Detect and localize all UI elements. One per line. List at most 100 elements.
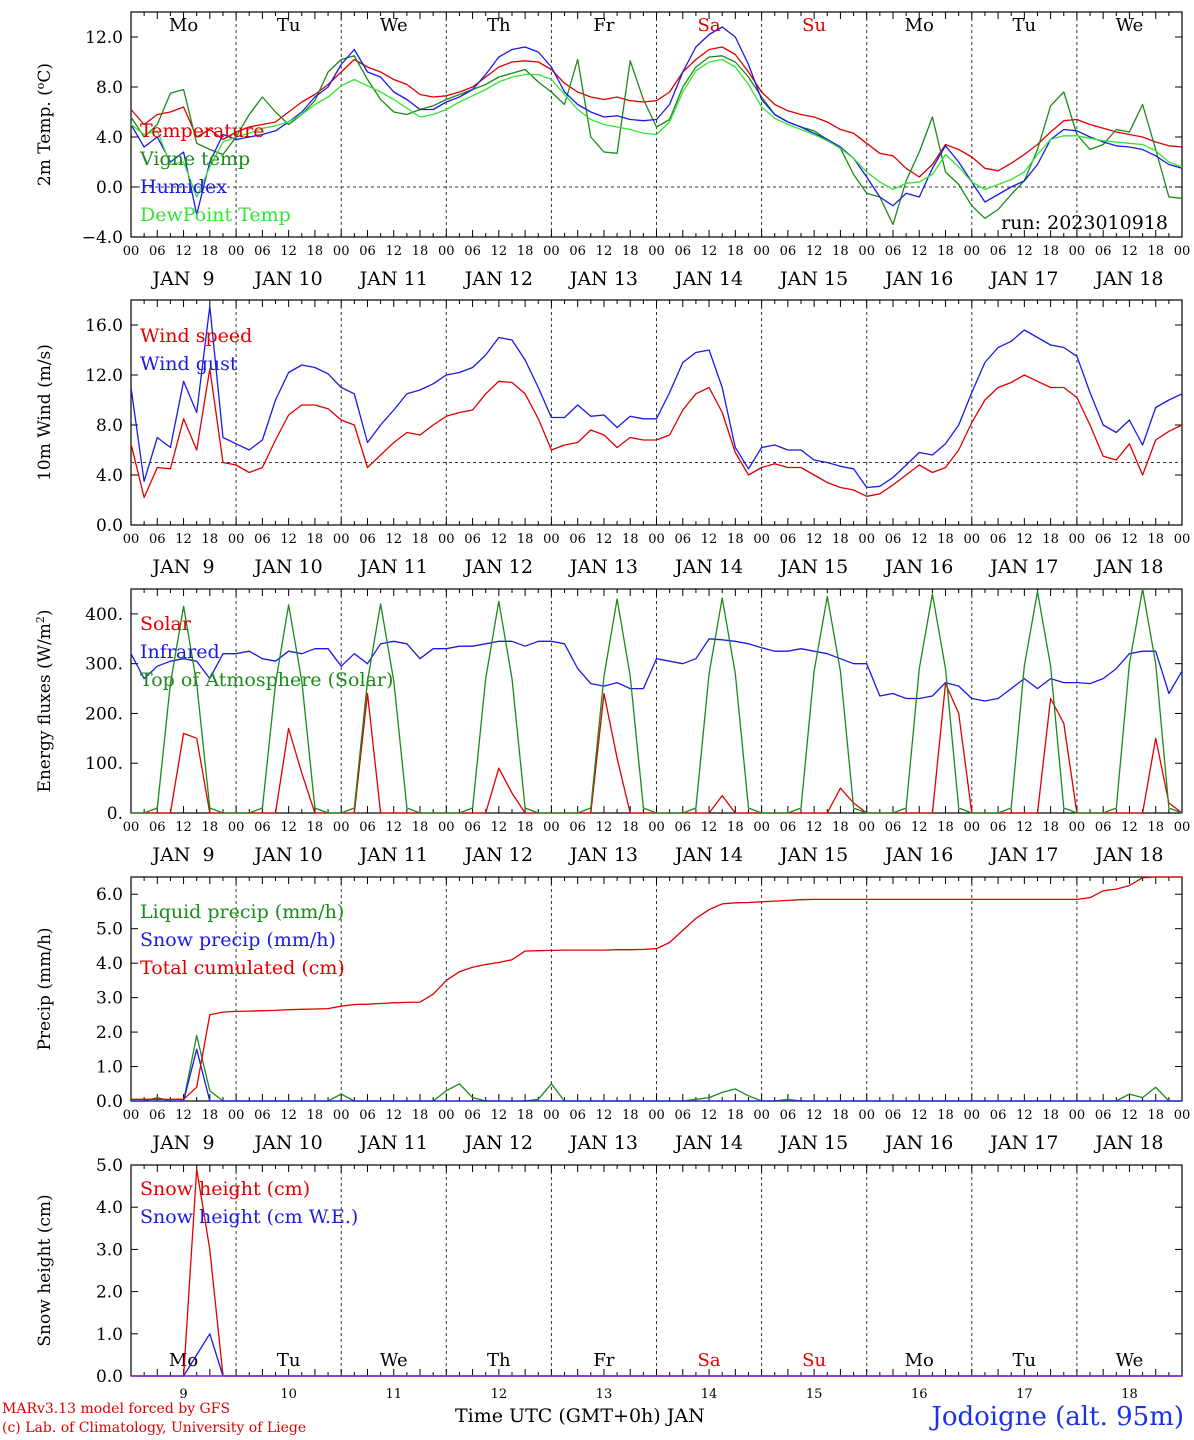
hour-tick-label: 12: [911, 244, 928, 259]
y-tick-label: 6.0: [96, 885, 123, 905]
hour-tick-label: 12: [806, 1108, 823, 1123]
hour-tick-label: 00: [964, 244, 981, 259]
hour-tick-label: 06: [1095, 1108, 1112, 1123]
series-line-red: [130, 368, 1183, 499]
hour-tick-label: 06: [464, 1108, 481, 1123]
hour-tick-label: 18: [1147, 820, 1164, 835]
hour-tick-label: 18: [412, 244, 429, 259]
panel-4: 0.0 1.0 2.0 3.0 4.0 5.0 6.0 Precip (mm/h) 00 06 12…: [35, 876, 1190, 1154]
hour-tick-label: 00: [858, 244, 875, 259]
legend-entry: DewPoint Temp: [140, 204, 291, 226]
legend-entry: Solar: [140, 613, 192, 635]
hour-tick-label: 18: [937, 820, 954, 835]
legend-entry: Vigne temp: [139, 148, 250, 170]
hour-tick-label: 18: [832, 244, 849, 259]
hour-tick-label: 18: [307, 532, 324, 547]
date-label: JAN 16: [883, 268, 953, 290]
hour-tick-label: 12: [385, 1108, 402, 1123]
hour-tick-label: 00: [648, 1108, 665, 1123]
y-tick-label: 0.0: [96, 1367, 123, 1387]
hour-tick-label: 00: [228, 1108, 245, 1123]
date-label: JAN 13: [568, 556, 638, 578]
series-line-red: [131, 876, 1182, 1100]
hour-tick-label: 06: [780, 532, 797, 547]
date-label: JAN 15: [778, 844, 848, 866]
day-name-label: Sa: [698, 15, 721, 36]
date-label: JAN 18: [1093, 844, 1163, 866]
hour-tick-label: 06: [780, 244, 797, 259]
day-name-label: Mo: [169, 15, 198, 36]
x-axis-title: Time UTC (GMT+0h) JAN: [455, 1405, 705, 1427]
hour-tick-label: 06: [149, 532, 166, 547]
hour-tick-label: 12: [911, 820, 928, 835]
hour-tick-label: 06: [885, 532, 902, 547]
y-axis-label: Precip (mm/h): [35, 927, 55, 1050]
hour-tick-label: 00: [123, 820, 140, 835]
hour-tick-label: 12: [385, 244, 402, 259]
hour-tick-label: 12: [385, 532, 402, 547]
hour-tick-label: 06: [990, 1108, 1007, 1123]
date-label: JAN 12: [463, 268, 533, 290]
hour-tick-label: 12: [806, 820, 823, 835]
hour-tick-label: 00: [1069, 820, 1086, 835]
hour-tick-label: 00: [1174, 820, 1191, 835]
date-label: JAN 17: [988, 556, 1058, 578]
series-line-red: [130, 46, 1183, 178]
y-tick-label: 4.0: [96, 128, 123, 148]
hour-tick-label: 06: [1095, 244, 1112, 259]
date-label: JAN 16: [883, 556, 953, 578]
hour-tick-label: 18: [412, 532, 429, 547]
hour-tick-label: 00: [753, 1108, 770, 1123]
hour-tick-label: 18: [412, 820, 429, 835]
hour-tick-label: 06: [885, 244, 902, 259]
hour-tick-label: 06: [1095, 532, 1112, 547]
series-line-blue: [130, 305, 1183, 489]
y-tick-label: 0.: [107, 804, 123, 824]
date-label: JAN 13: [568, 844, 638, 866]
hour-tick-label: 06: [780, 820, 797, 835]
date-label: JAN 18: [1093, 556, 1163, 578]
hour-tick-label: 06: [254, 244, 271, 259]
hour-tick-label: 18: [832, 1108, 849, 1123]
hour-tick-label: 18: [1147, 1108, 1164, 1123]
y-tick-label: 0.0: [96, 1092, 123, 1112]
hour-tick-label: 18: [307, 1108, 324, 1123]
station-name: Jodoigne (alt. 95m): [931, 1402, 1184, 1432]
legend-entry: Temperature: [140, 120, 264, 142]
hour-tick-label: 18: [1042, 1108, 1059, 1123]
hour-tick-label: 18: [307, 820, 324, 835]
date-label: JAN 13: [568, 1132, 638, 1154]
day-name-label: Th: [487, 15, 511, 36]
panel-3: 0. 100. 200. 300. 400. Energy fluxes (W/m2) 00…: [34, 588, 1191, 866]
day-name-label: We: [380, 1350, 408, 1371]
date-label: JAN 11: [358, 556, 428, 578]
hour-tick-label: 18: [517, 532, 534, 547]
hour-tick-label: 12: [701, 244, 718, 259]
y-tick-label: 3.0: [96, 989, 123, 1009]
hour-tick-label: 00: [438, 244, 455, 259]
hour-tick-label: 18: [937, 532, 954, 547]
panel-5: 0.0 1.0 2.0 3.0 4.0 5.0 Snow height (cm) Mo Tu We…: [35, 1156, 1183, 1402]
day-name-label: Th: [487, 1350, 511, 1371]
y-tick-label: 0.0: [96, 516, 123, 536]
hour-tick-label: 06: [675, 532, 692, 547]
hour-tick-label: 18: [727, 820, 744, 835]
hour-tick-label: 18: [832, 532, 849, 547]
hour-tick-label: 00: [543, 532, 560, 547]
hour-tick-label: 06: [675, 244, 692, 259]
hour-tick-label: 12: [701, 820, 718, 835]
hour-tick-label: 12: [280, 244, 297, 259]
series-line-blue: [130, 638, 1183, 702]
y-tick-label: −4.0: [82, 228, 123, 248]
y-axis-label: Energy fluxes (W/m2): [34, 609, 55, 792]
hour-tick-label: 06: [990, 244, 1007, 259]
day-name-label: Su: [802, 1350, 826, 1371]
hour-tick-label: 12: [911, 532, 928, 547]
hour-tick-label: 12: [1016, 1108, 1033, 1123]
date-label: JAN 11: [358, 268, 428, 290]
hour-tick-label: 06: [254, 532, 271, 547]
date-label: JAN 17: [988, 268, 1058, 290]
hour-tick-label: 00: [543, 820, 560, 835]
date-label: JAN 9: [150, 1132, 214, 1154]
date-label: JAN 16: [883, 1132, 953, 1154]
